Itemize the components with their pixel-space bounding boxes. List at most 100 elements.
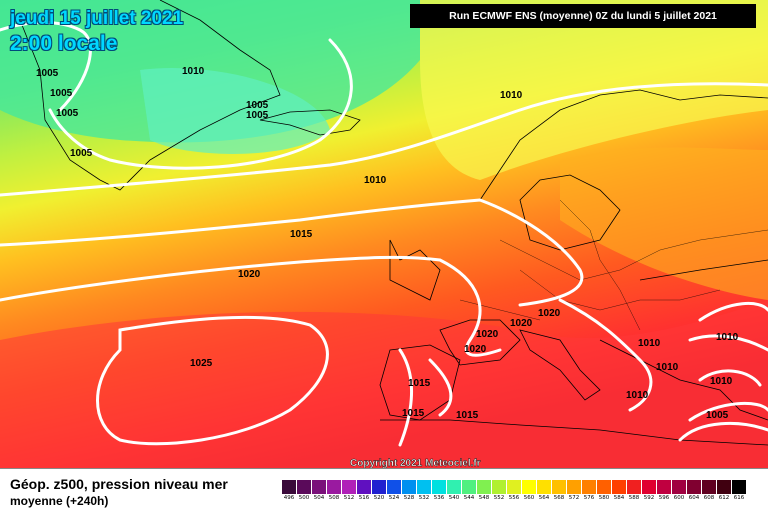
isobar-1005-east [688, 401, 768, 422]
colorbar-swatch [732, 480, 746, 494]
colorbar-tick-label: 560 [523, 495, 535, 501]
north-africa-coast [380, 419, 768, 446]
z500-scandinavia-band [420, 0, 768, 180]
colorbar-tick-label: 592 [643, 495, 655, 501]
colorbar-swatch [327, 480, 341, 494]
colorbar-swatch [342, 480, 356, 494]
colorbar-tick-label: 572 [568, 495, 580, 501]
scandinavia-coast [479, 89, 768, 201]
coastlines [19, 0, 768, 446]
colorbar-swatch [537, 480, 551, 494]
forecast-local-time: 2:00 locale [10, 32, 118, 55]
forecast-date: jeudi 15 juillet 2021 [10, 8, 184, 29]
colorbar-tick-label: 616 [733, 495, 745, 501]
isobar-label: 1020 [538, 308, 561, 319]
colorbar-swatch [702, 480, 716, 494]
colorbar-tick-label: 588 [628, 495, 640, 501]
colorbar-swatch [402, 480, 416, 494]
colorbar-swatch [462, 480, 476, 494]
balkan-coast [599, 339, 768, 421]
colorbar-swatch [582, 480, 596, 494]
chart-subtitle: moyenne (+240h) [10, 494, 108, 508]
black-sea-coast [639, 259, 768, 281]
colorbar-swatch [372, 480, 386, 494]
isobar-label: 1015 [402, 408, 425, 419]
isobar-label: 1020 [510, 318, 533, 329]
subtitle-tail: (+240h) [66, 494, 109, 508]
colorbar-tick-label: 516 [358, 495, 370, 501]
colorbar-swatch [522, 480, 536, 494]
france-coast [439, 319, 521, 366]
colorbar-swatch [312, 480, 326, 494]
isobar-1005-west [0, 21, 92, 112]
colorbar-swatch [642, 480, 656, 494]
colorbar-swatch [612, 480, 626, 494]
colorbar-tick-label: 612 [718, 495, 730, 501]
isobar-label: 1010 [716, 332, 739, 343]
isobar-1015 [0, 198, 584, 307]
isobar-label: 1015 [456, 410, 479, 421]
colorbar-tick-label: 608 [703, 495, 715, 501]
border-line [499, 229, 768, 281]
colorbar-tick-label: 500 [298, 495, 310, 501]
colorbar-swatch [627, 480, 641, 494]
colorbar-swatch [447, 480, 461, 494]
colorbar-swatch [507, 480, 521, 494]
z500-south-region [0, 300, 768, 468]
chart-title: Géop. z500, pression niveau mer [10, 476, 228, 492]
isobar-1010-balkans [558, 298, 653, 412]
colorbar-tick-label: 552 [493, 495, 505, 501]
isobar-label: 1020 [476, 329, 499, 340]
iberia-coast [379, 344, 461, 421]
colorbar-tick-label: 524 [388, 495, 400, 501]
isobar-1020 [0, 255, 502, 357]
colorbar-tick-label: 576 [583, 495, 595, 501]
colorbar-swatch [597, 480, 611, 494]
isobar-1005-greenland [48, 38, 353, 170]
colorbar-swatch [552, 480, 566, 494]
colorbar-swatch [282, 480, 296, 494]
colorbar-tick-label: 520 [373, 495, 385, 501]
colorbar-swatch [492, 480, 506, 494]
colorbar-tick-label: 544 [463, 495, 475, 501]
isobar-label: 1010 [626, 390, 649, 401]
colorbar-tick-label: 596 [658, 495, 670, 501]
colorbar-tick-label: 600 [673, 495, 685, 501]
colorbar-tick-label: 496 [283, 495, 295, 501]
isobar-label: 1005 [50, 88, 73, 99]
colorbar-tick-label: 504 [313, 495, 325, 501]
colorbar-tick-label: 536 [433, 495, 445, 501]
border-line [459, 299, 541, 321]
isobar-label: 1005 [706, 410, 729, 421]
colorbar-swatch [717, 480, 731, 494]
isobar-1025 [96, 315, 329, 446]
isobar-label: 1005 [246, 100, 269, 111]
geopotential-map: 1010 1005 1005 1005 1005 1005 1005 1010 … [0, 0, 768, 468]
isobar-label: 1010 [638, 338, 661, 349]
run-info-text: Run ECMWF ENS (moyenne) 0Z du lundi 5 ju… [449, 10, 717, 22]
colorbar-tick-label: 532 [418, 495, 430, 501]
legend-panel: Géop. z500, pression niveau mer moyenne … [0, 468, 768, 513]
colorbar-swatch [432, 480, 446, 494]
italy-coast [519, 329, 601, 401]
border-line [559, 199, 641, 331]
colorbar-swatch [567, 480, 581, 494]
colorbar-swatch [657, 480, 671, 494]
colorbar-swatch [417, 480, 431, 494]
isobar-label: 1010 [710, 376, 733, 387]
colorbar-tick-label: 548 [478, 495, 490, 501]
isobar-label: 1025 [190, 358, 213, 369]
colorbar-swatch [387, 480, 401, 494]
isobar-1010-east [688, 301, 768, 387]
isobar-label: 1010 [656, 362, 679, 373]
isobar-label: 1010 [500, 90, 523, 101]
colorbar-tick-label: 568 [553, 495, 565, 501]
isobars [0, 21, 768, 447]
colorbar-swatch [687, 480, 701, 494]
isobar-1010 [0, 82, 768, 197]
isobar-labels: 1010 1005 1005 1005 1005 1005 1005 1010 … [36, 66, 739, 421]
subtitle-lead: moyenne [10, 494, 63, 508]
colorbar-tick-label: 540 [448, 495, 460, 501]
isobar-label: 1010 [182, 66, 205, 77]
